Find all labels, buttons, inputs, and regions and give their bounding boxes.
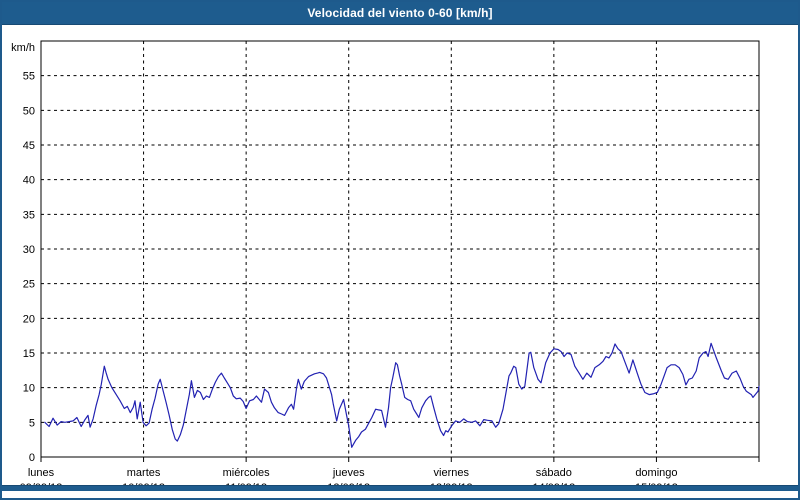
y-tick-label-5: 5 <box>29 417 35 429</box>
chart-region: 0510152025303540455055km/hlunes09/09/13m… <box>2 25 798 491</box>
x-day-label-miércoles: miércoles <box>223 467 271 479</box>
wind-speed-series-line <box>44 342 760 448</box>
bottom-border-bar <box>2 485 798 491</box>
y-tick-label-50: 50 <box>23 105 35 117</box>
y-tick-label-25: 25 <box>23 279 35 291</box>
y-tick-label-40: 40 <box>23 175 35 187</box>
x-day-label-jueves: jueves <box>332 467 365 479</box>
y-tick-label-10: 10 <box>23 383 35 395</box>
y-tick-label-55: 55 <box>23 71 35 83</box>
chart-title: Velocidad del viento 0-60 [km/h] <box>307 6 493 20</box>
y-axis-unit-label: km/h <box>11 42 35 54</box>
y-tick-label-20: 20 <box>23 313 35 325</box>
y-tick-label-0: 0 <box>29 452 35 464</box>
y-tick-label-15: 15 <box>23 348 35 360</box>
x-day-label-martes: martes <box>127 467 161 479</box>
y-tick-label-30: 30 <box>23 244 35 256</box>
wind-speed-line-chart: 0510152025303540455055km/hlunes09/09/13m… <box>11 40 760 491</box>
x-day-label-lunes: lunes <box>28 467 55 479</box>
y-tick-label-35: 35 <box>23 209 35 221</box>
x-day-label-domingo: domingo <box>635 467 677 479</box>
chart-title-bar: Velocidad del viento 0-60 [km/h] <box>2 2 798 25</box>
x-day-label-sábado: sábado <box>536 467 572 479</box>
y-tick-label-45: 45 <box>23 140 35 152</box>
x-day-label-viernes: viernes <box>434 467 470 479</box>
plot-border <box>40 40 760 458</box>
